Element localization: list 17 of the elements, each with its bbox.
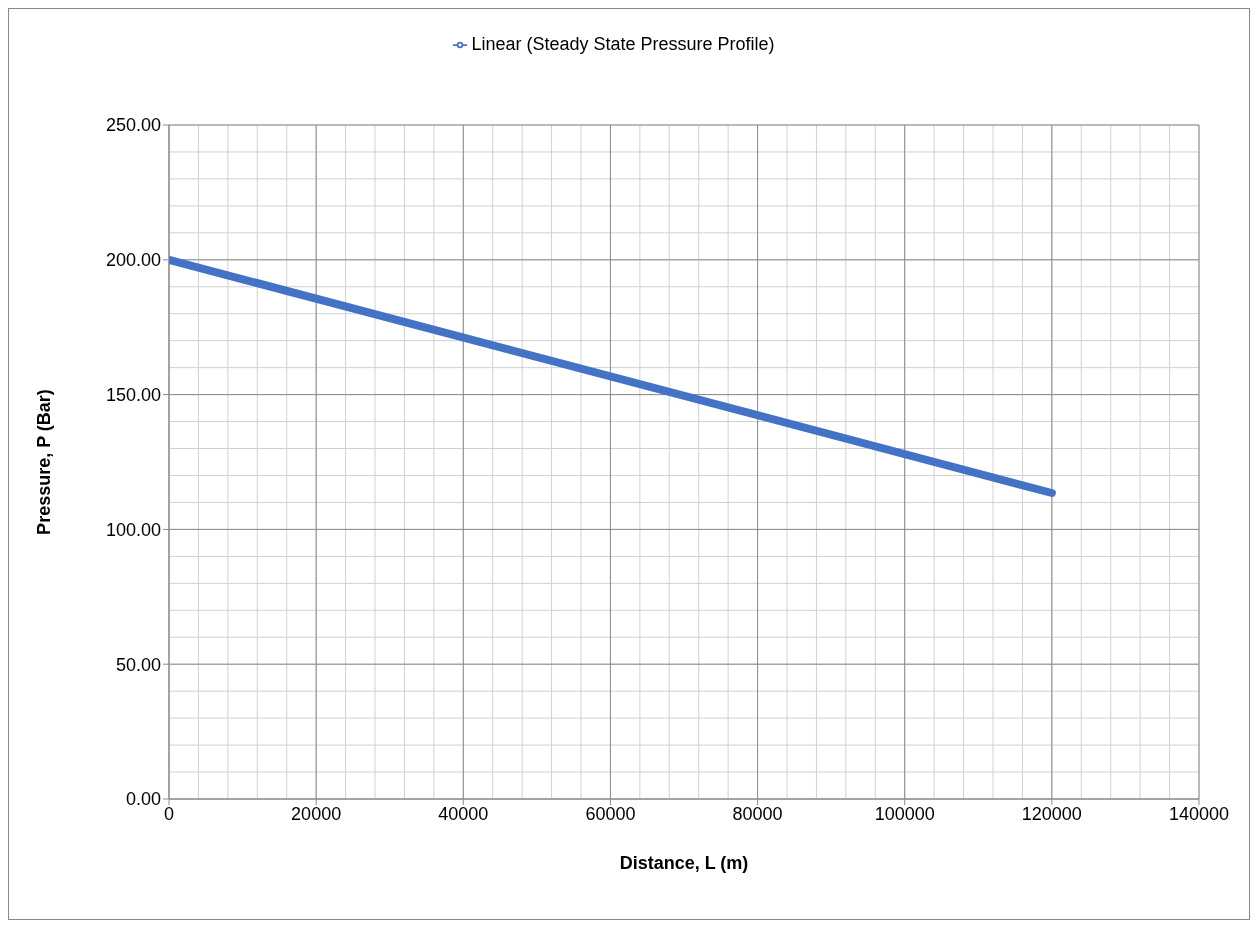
x-tick-label: 60000 <box>585 803 636 824</box>
y-tick-label: 250.00 <box>105 115 161 136</box>
x-axis-title: Distance, L (m) <box>619 853 749 873</box>
x-tick-label: 120000 <box>1021 803 1082 824</box>
x-tick-label: 80000 <box>732 803 783 824</box>
x-tick-label: 20000 <box>291 803 342 824</box>
x-tick-label: 140000 <box>1168 803 1230 824</box>
y-tick-label: 200.00 <box>105 250 161 271</box>
y-tick-label: 50.00 <box>115 654 161 675</box>
x-tick-label: 100000 <box>874 803 935 824</box>
y-tick-label: 150.00 <box>105 384 161 405</box>
x-tick-label: 0 <box>163 803 175 824</box>
y-tick-label: 100.00 <box>105 519 161 540</box>
y-axis-title: Pressure, P (Bar) <box>34 389 55 535</box>
y-tick-label: 0.00 <box>125 789 161 810</box>
x-tick-label: 40000 <box>438 803 489 824</box>
legend-label: Linear (Steady State Pressure Profile) <box>471 34 775 54</box>
